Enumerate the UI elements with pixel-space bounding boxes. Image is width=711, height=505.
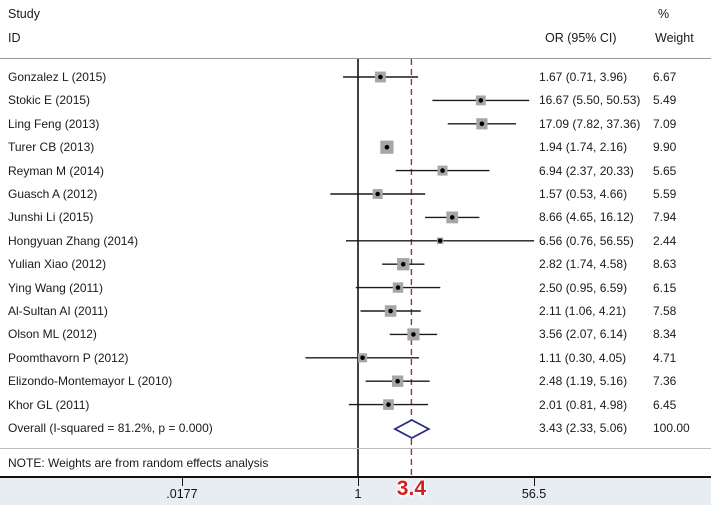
study-label: Yulian Xiao (2012) [8, 257, 107, 272]
or-ci-value: 2.11 (1.06, 4.21) [539, 304, 627, 318]
study-label: Stokic E (2015) [8, 93, 91, 108]
weight-value: 5.59 [653, 187, 677, 201]
study-label: Ying Wang (2011) [8, 280, 103, 295]
overall-weight-value: 100.00 [653, 421, 690, 435]
note-separator [0, 448, 711, 449]
or-ci-value: 1.57 (0.53, 4.66) [539, 187, 628, 201]
weight-value: 7.36 [653, 374, 677, 389]
header-study: Study [8, 7, 40, 21]
study-label: Reyman M (2014) [8, 163, 105, 178]
or-ci-value: 17.09 (7.82, 37.36) [539, 116, 641, 131]
study-label: Hongyuan Zhang (2014) [8, 233, 139, 248]
study-label: Olson ML (2012) [8, 327, 97, 342]
weight-value: 8.63 [653, 257, 677, 272]
or-ci-value: 8.66 (4.65, 16.12) [539, 210, 634, 225]
header-weight: Weight [655, 31, 694, 45]
study-label: Elizondo-Montemayor L (2010) [8, 374, 173, 389]
point-estimate-marker [478, 98, 484, 103]
header-id: ID [8, 31, 21, 45]
study-label: Gonzalez L (2015) [8, 70, 107, 84]
study-label: Guasch A (2012) [8, 187, 98, 201]
point-estimate-marker [388, 308, 393, 314]
x-axis-line [0, 476, 711, 478]
study-label: Poomthavorn P (2012) [8, 350, 129, 365]
weight-value: 2.44 [653, 233, 677, 248]
overall-or-ci-value: 3.43 (2.33, 5.06) [539, 421, 628, 435]
weight-value: 5.65 [653, 163, 677, 178]
or-ci-value: 16.67 (5.50, 50.53) [539, 93, 641, 108]
point-estimate-marker [395, 378, 400, 384]
point-estimate-marker [437, 238, 443, 244]
weight-value: 9.90 [653, 140, 677, 155]
point-estimate-marker [400, 261, 406, 267]
or-ci-value: 6.94 (2.37, 20.33) [539, 163, 634, 178]
weight-value: 7.09 [653, 116, 677, 131]
point-estimate-marker [360, 355, 365, 361]
study-label: Turer CB (2013) [8, 140, 95, 155]
or-ci-value: 1.67 (0.71, 3.96) [539, 70, 628, 84]
point-estimate-marker [378, 74, 383, 80]
weight-value: 7.58 [653, 304, 677, 318]
ref-line-label: 3.4 [396, 477, 427, 500]
study-label: Ling Feng (2013) [8, 116, 100, 131]
or-ci-value: 2.82 (1.74, 4.58) [539, 257, 628, 272]
point-estimate-marker [375, 191, 380, 197]
axis-tick-mark [534, 478, 536, 486]
study-label: Junshi Li (2015) [8, 210, 94, 225]
study-label: Khor GL (2011) [8, 397, 90, 412]
or-ci-value: 3.56 (2.07, 6.14) [539, 327, 628, 342]
or-ci-value: 2.01 (0.81, 4.98) [539, 397, 628, 412]
x-axis-strip [0, 478, 711, 505]
header-separator [0, 58, 711, 59]
point-estimate-marker [440, 168, 445, 173]
point-estimate-marker [449, 215, 455, 220]
or-ci-value: 1.11 (0.30, 4.05) [539, 350, 627, 365]
weight-value: 4.71 [653, 350, 677, 365]
weight-value: 5.49 [653, 93, 677, 108]
or-ci-value: 6.56 (0.76, 56.55) [539, 233, 634, 248]
axis-tick-mark [181, 478, 183, 486]
weight-value: 6.15 [653, 280, 677, 295]
axis-tick-label: 1 [354, 487, 362, 501]
axis-tick-label: .0177 [166, 487, 198, 501]
point-estimate-marker [395, 285, 401, 290]
study-label: Al-Sultan AI (2011) [8, 304, 108, 318]
weight-value: 7.94 [653, 210, 677, 225]
header-percent: % [658, 7, 670, 21]
point-estimate-marker [411, 332, 416, 337]
or-ci-value: 1.94 (1.74, 2.16) [539, 140, 628, 155]
or-ci-value: 2.50 (0.95, 6.59) [539, 280, 628, 295]
overall-label: Overall (I-squared = 81.2%, p = 0.000) [8, 421, 213, 435]
point-estimate-marker [479, 121, 485, 127]
point-estimate-marker [386, 402, 391, 407]
or-ci-value: 2.48 (1.19, 5.16) [539, 374, 628, 389]
weight-value: 6.67 [653, 70, 677, 84]
axis-tick-label: 56.5 [521, 487, 547, 501]
axis-tick-mark [358, 478, 359, 486]
note-text: NOTE: Weights are from random effects an… [8, 456, 269, 470]
weight-value: 6.45 [653, 397, 677, 412]
point-estimate-marker [384, 144, 390, 150]
weight-value: 8.34 [653, 327, 677, 342]
header-or-ci: OR (95% CI) [545, 31, 617, 45]
overall-diamond [393, 418, 431, 440]
